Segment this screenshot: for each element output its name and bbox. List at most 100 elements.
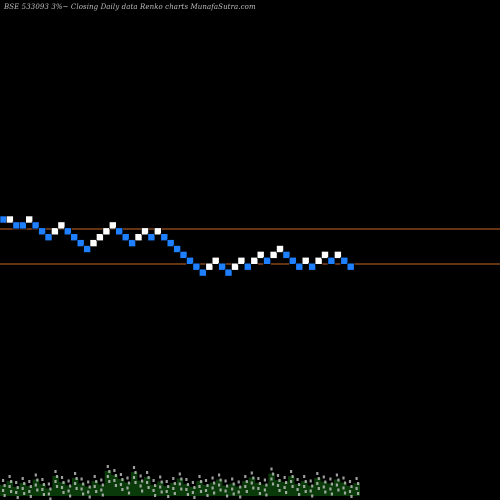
volume-label-glyph [199,490,203,493]
up-brick [211,256,220,265]
volume-label-glyph [285,481,288,484]
down-brick [31,221,40,230]
volume-label-glyph [95,490,98,493]
volume-label-glyph [357,482,360,485]
volume-label-glyph [3,494,6,497]
down-brick [308,262,316,271]
volume-label-glyph [16,486,19,489]
volume-label-glyph [36,488,39,492]
volume-label-glyph [93,485,96,488]
volume-label-glyph [278,489,281,492]
volume-label-glyph [159,485,162,489]
volume-label-glyph [106,465,109,468]
volume-label-glyph [271,482,275,486]
volume-label-glyph [258,482,261,485]
volume-label-glyph [350,485,353,488]
volume-label-glyph [154,494,157,497]
volume-label-glyph [316,482,319,485]
down-brick [340,256,349,265]
down-brick [115,227,123,236]
volume-label-glyph [80,477,83,481]
down-brick [263,256,271,265]
volume-label-glyph [298,483,301,486]
down-brick [186,256,194,265]
renko-bricks [0,215,355,277]
volume-label-glyph [213,491,216,495]
volume-label-glyph [324,480,327,484]
volume-label-glyph [101,483,104,487]
volume-label-glyph [335,473,338,477]
volume-label-glyph [263,478,266,482]
volume-label-glyph [309,489,312,493]
volume-label-glyph [2,489,5,492]
volume-label-glyph [132,466,136,469]
volume-label-glyph [244,475,247,478]
volume-label-glyph [28,490,31,493]
volume-label-glyph [49,497,52,500]
volume-label-glyph [185,478,188,481]
volume-label-glyph [41,488,44,491]
up-brick [89,239,98,247]
volume-label-glyph [198,475,201,478]
down-brick [282,251,291,259]
volume-label-glyph [100,478,103,482]
volume-label-glyph [348,490,352,493]
volume-label-glyph [276,474,280,477]
volume-label-glyph [10,490,13,493]
volume-label-glyph [329,477,332,481]
volume-label-glyph [108,480,111,483]
down-brick [128,239,136,247]
volume-label-glyph [134,471,137,474]
volume-label-glyph [154,484,157,487]
volume-label-glyph [152,489,155,492]
volume-label-glyph [186,483,189,486]
volume-label-glyph [350,495,353,498]
volume-label-glyph [126,476,129,480]
volume-label-glyph [355,487,358,490]
volume-label-glyph [47,482,50,486]
down-brick [64,227,72,236]
volume-label-glyph [291,485,294,488]
volume-label-glyph [54,470,57,473]
volume-label-glyph [42,493,45,496]
volume-label-glyph [69,484,72,488]
volume-label-glyph [172,487,175,490]
volume-label-glyph [263,488,266,492]
volume-label-glyph [342,486,345,490]
down-brick [0,215,8,224]
volume-label-glyph [80,487,83,491]
up-brick [256,251,265,259]
volume-label-glyph [121,488,124,491]
volume-panel [0,465,360,500]
volume-label-glyph [34,473,37,477]
down-brick [147,233,156,241]
volume-label-glyph [226,494,229,498]
volume-label-glyph [191,491,194,494]
volume-label-glyph [134,481,137,484]
down-brick [327,256,336,265]
volume-label-glyph [237,480,240,484]
volume-label-glyph [244,485,247,488]
volume-label-glyph [218,483,221,487]
volume-label-glyph [206,494,209,497]
volume-label-glyph [121,478,124,481]
volume-label-glyph [2,479,5,482]
up-brick [276,245,284,253]
volume-label-glyph [224,489,227,493]
volume-label-glyph [199,480,203,483]
volume-label-glyph [224,479,227,483]
down-brick [192,262,201,271]
down-brick [160,233,169,241]
volume-label-glyph [219,488,222,492]
volume-label-glyph [106,475,109,478]
up-brick [269,251,278,259]
volume-label-glyph [167,495,170,498]
volume-label-glyph [146,481,149,484]
volume-label-glyph [119,483,122,486]
up-brick [6,215,14,224]
volume-label-glyph [113,479,116,482]
volume-label-glyph [304,490,307,493]
volume-label-glyph [232,482,235,486]
volume-label-glyph [206,484,209,487]
volume-label-glyph [167,485,170,488]
